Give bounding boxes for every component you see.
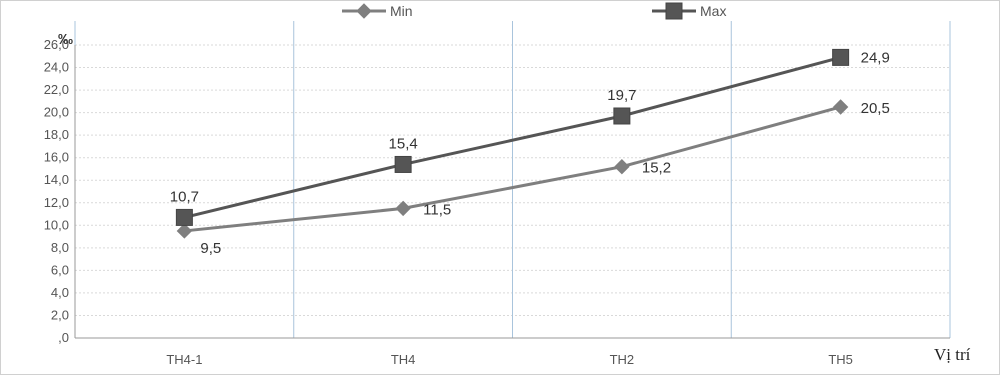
data-labels: 9,5 11,5 15,2 20,5 10,7 15,4 19,7 24,9 <box>170 49 890 257</box>
y-tick-label: 4,0 <box>51 285 69 300</box>
legend-label-max: Max <box>700 3 726 19</box>
x-tick-label: TH4-1 <box>166 352 202 367</box>
series-point-min <box>614 159 630 175</box>
y-tick-label: 18,0 <box>44 127 69 142</box>
legend-label-min: Min <box>390 3 413 19</box>
series-point-max <box>175 208 193 226</box>
y-tick-label: 12,0 <box>44 195 69 210</box>
data-label-min: 9,5 <box>200 240 221 257</box>
data-label-min: 15,2 <box>642 160 671 177</box>
series-point-min <box>395 200 411 217</box>
data-label-max: 10,7 <box>170 188 199 205</box>
y-axis-unit-label: ‰ <box>58 31 73 48</box>
data-label-min: 11,5 <box>423 201 451 218</box>
y-tick-label: 22,0 <box>44 82 69 97</box>
x-axis-title: Vị trí <box>934 345 971 364</box>
series-line-max <box>184 55 842 219</box>
x-tick-label: TH2 <box>610 352 635 367</box>
y-tick-label: 8,0 <box>51 240 69 255</box>
data-label-max: 19,7 <box>607 87 636 104</box>
x-tick-label: TH4 <box>391 352 416 367</box>
y-tick-label: 24,0 <box>44 60 69 75</box>
series-point-min <box>176 223 193 239</box>
series-point-min <box>832 99 849 115</box>
legend-marker-max <box>665 2 683 20</box>
data-label-max: 15,4 <box>389 135 418 152</box>
data-label-min: 20,5 <box>861 100 890 117</box>
series-point-max <box>394 155 412 173</box>
y-tick-label: ,0 <box>58 330 69 345</box>
series-point-max <box>613 107 631 125</box>
y-tick-label: 2,0 <box>51 307 69 322</box>
series-point-max <box>832 48 850 66</box>
data-label-max: 24,9 <box>861 49 890 66</box>
legend: Min Max <box>342 2 726 20</box>
series-lines <box>175 48 850 239</box>
legend-marker-min <box>356 3 372 19</box>
x-tick-label: TH5 <box>828 352 853 367</box>
y-tick-label: 20,0 <box>44 105 69 120</box>
y-tick-label: 14,0 <box>44 172 69 187</box>
y-tick-label: 6,0 <box>51 262 69 277</box>
axes: ,0 2,0 4,0 6,0 8,0 10,0 12,0 14,0 16,0 18,0 20,0 22… <box>44 37 950 367</box>
y-tick-label: 16,0 <box>44 150 69 165</box>
y-tick-label: 10,0 <box>44 217 69 232</box>
series-line-min <box>184 105 842 233</box>
y-tick-label: 26,0 <box>44 37 69 52</box>
